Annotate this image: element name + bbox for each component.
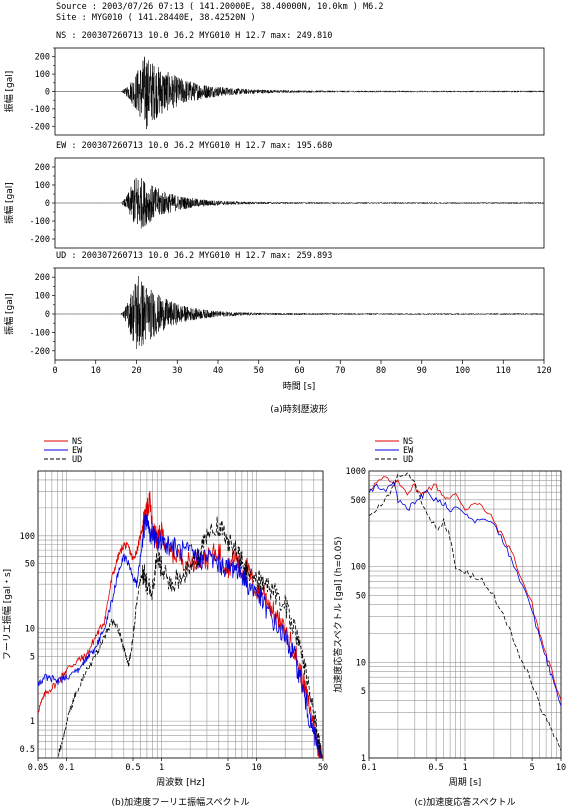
- y-tick-label: 100: [35, 70, 50, 80]
- source-line: Source : 2003/07/26 07:13 ( 141.20000E, …: [56, 2, 384, 12]
- y-tick-label: 200: [35, 273, 50, 283]
- series-line-ud: [369, 472, 561, 751]
- x-tick-label: 60: [294, 366, 304, 376]
- x-tick-label: 0.5: [428, 763, 443, 773]
- x-tick-label: 5: [530, 763, 535, 773]
- waveform-title: UD : 200307260713 10.0 J6.2 MYG010 H 12.…: [56, 251, 332, 261]
- x-tick-label: 10: [251, 763, 261, 773]
- waveform-ew-panel: EW : 200307260713 10.0 J6.2 MYG010 H 12.…: [3, 141, 545, 249]
- series-line-ns: [369, 476, 561, 701]
- y-tick-label: -200: [30, 347, 50, 357]
- legend-label-ns: NS: [72, 437, 82, 447]
- x-axis-label: 周波数 [Hz]: [156, 776, 204, 788]
- y-axis-label: 加速度応答スペクトル [gal] (h=0.05): [332, 536, 344, 692]
- x-tick-label: 50: [318, 763, 328, 773]
- y-tick-label: 0: [45, 310, 50, 320]
- legend-label-ew: EW: [72, 446, 83, 456]
- series-line-ud: [57, 516, 323, 758]
- panel-caption: (c)加速度応答スペクトル: [414, 796, 515, 808]
- x-tick-label: 30: [172, 366, 182, 376]
- waveform-caption: (a)時刻歴波形: [270, 403, 328, 415]
- fourier-spectrum-panel: 0.05 0.1 0.5 1 5 10 50 0.5 1 5 10 50 100 周波数 [Hz] フーリエ…: [1, 437, 328, 808]
- series-line-ns: [38, 490, 323, 758]
- x-tick-label: 80: [376, 366, 386, 376]
- x-tick-label: 90: [417, 366, 427, 376]
- y-tick-label: 0: [45, 88, 50, 98]
- y-tick-label: 200: [35, 53, 50, 63]
- y-tick-label: 50: [25, 560, 35, 570]
- x-tick-label: 50: [254, 366, 264, 376]
- series-line-ew: [369, 480, 561, 707]
- y-tick-label: 10: [356, 658, 366, 668]
- y-tick-label: -200: [30, 235, 50, 245]
- y-tick-label: 100: [20, 532, 35, 542]
- y-tick-label: 500: [351, 496, 366, 506]
- y-tick-label: -100: [30, 328, 50, 338]
- series-line-ew: [38, 514, 323, 758]
- waveform-xlabel: 時間 [s]: [283, 381, 316, 392]
- waveform-x-axis: 0 10 20 30 40 50 60 70 80 90 100 110 120: [52, 360, 552, 376]
- x-tick-label: 0.1: [59, 763, 74, 773]
- x-tick-label: 0.05: [28, 763, 48, 773]
- y-tick-label: 1: [30, 717, 35, 727]
- waveform-trace: [54, 56, 545, 130]
- y-tick-label: 5: [361, 687, 366, 697]
- y-axis-label: フーリエ振幅 [gal・s]: [1, 569, 13, 660]
- y-tick-label: 5: [30, 652, 35, 662]
- x-tick-label: 110: [496, 366, 511, 376]
- y-tick-label: 1: [361, 754, 366, 764]
- x-tick-label: 40: [213, 366, 223, 376]
- waveform-title: NS : 200307260713 10.0 J6.2 MYG010 H 12.…: [56, 31, 332, 41]
- legend-label-ew: EW: [403, 446, 414, 456]
- x-tick-label: 0: [52, 366, 57, 376]
- x-tick-label: 70: [335, 366, 345, 376]
- y-tick-label: 50: [356, 591, 366, 601]
- waveform-trace: [54, 178, 545, 229]
- legend-label-ns: NS: [403, 437, 413, 447]
- waveform-ud-panel: UD : 200307260713 10.0 J6.2 MYG010 H 12.…: [3, 251, 545, 361]
- legend-label-ud: UD: [403, 455, 413, 465]
- y-tick-label: -200: [30, 122, 50, 132]
- x-tick-label: 120: [536, 366, 551, 376]
- x-axis-label: 周期 [s]: [449, 777, 482, 788]
- x-tick-label: 10: [556, 763, 566, 773]
- y-tick-label: 100: [35, 292, 50, 302]
- site-line: Site : MYG010 ( 141.28440E, 38.42520N ): [56, 13, 256, 23]
- y-tick-label: 0: [45, 199, 50, 209]
- x-tick-label: 0.1: [361, 763, 376, 773]
- waveform-title: EW : 200307260713 10.0 J6.2 MYG010 H 12.…: [56, 141, 332, 151]
- x-tick-label: 5: [225, 763, 230, 773]
- y-tick-label: 100: [351, 563, 366, 573]
- x-tick-label: 100: [455, 366, 470, 376]
- waveform-ylabel: 振幅 [gal]: [3, 293, 15, 335]
- waveform-ns-panel: NS : 200307260713 10.0 J6.2 MYG010 H 12.…: [3, 31, 545, 136]
- waveform-ylabel: 振幅 [gal]: [3, 71, 15, 113]
- waveform-ylabel: 振幅 [gal]: [3, 182, 15, 224]
- y-tick-label: -100: [30, 217, 50, 227]
- y-tick-label: 1000: [346, 467, 366, 477]
- y-tick-label: 100: [35, 181, 50, 191]
- x-tick-label: 0.5: [125, 763, 140, 773]
- x-tick-label: 1: [462, 763, 467, 773]
- panel-caption: (b)加速度フーリエ振幅スペクトル: [111, 796, 249, 808]
- waveform-trace: [54, 276, 545, 349]
- x-tick-label: 20: [131, 366, 141, 376]
- y-tick-label: 10: [25, 624, 35, 634]
- x-tick-label: 1: [159, 763, 164, 773]
- y-tick-label: -100: [30, 105, 50, 115]
- plot-frame: [37, 470, 324, 759]
- y-tick-label: 0.5: [20, 745, 35, 755]
- legend-label-ud: UD: [72, 455, 82, 465]
- x-tick-label: 10: [91, 366, 101, 376]
- y-tick-label: 200: [35, 163, 50, 173]
